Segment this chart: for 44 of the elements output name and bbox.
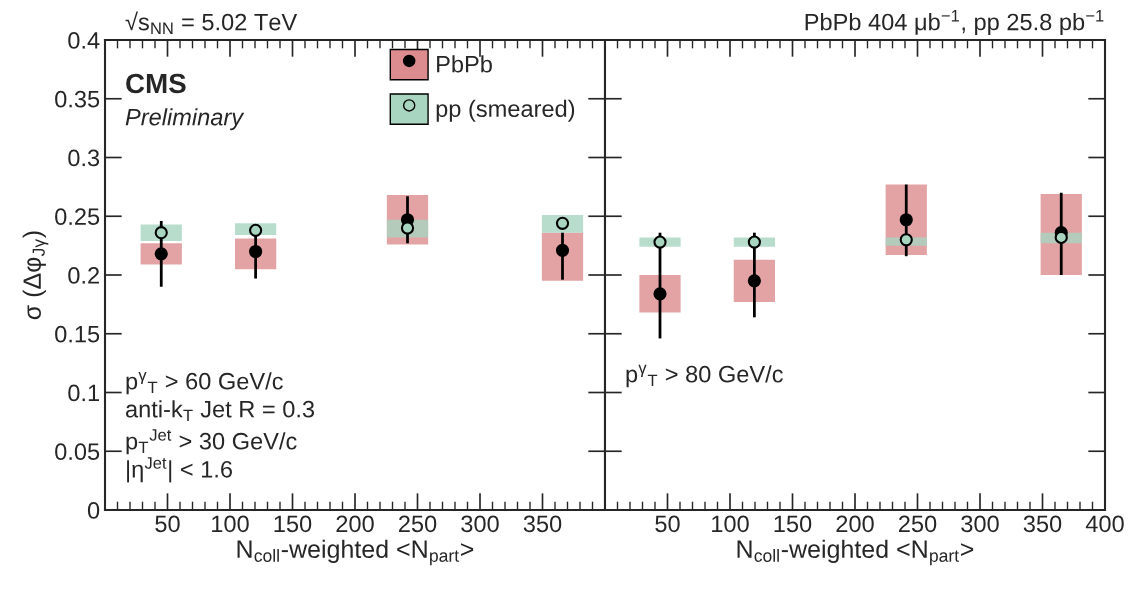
legend-label: pp (smeared) <box>436 99 575 122</box>
annotation: anti-k$_{T}$ Jet R = 0.3 <box>126 400 315 422</box>
x-tick-label: 250 <box>898 515 937 533</box>
y-tick-label: 0 <box>87 502 100 519</box>
x-tick-label: 100 <box>712 515 749 533</box>
annotation: |η$^{Jet}$| < 1.6 <box>127 457 232 483</box>
y-tick-label: 0.1 <box>68 384 99 402</box>
y-tick-label: 0.3 <box>68 149 100 167</box>
annotation: CMS <box>126 73 186 94</box>
x-tick-label: 150 <box>274 515 312 533</box>
annotation: p$^{γ}$$_{T}$ > 60 GeV/c <box>126 371 283 395</box>
legend-label: PbPb <box>437 55 492 73</box>
y-tick-label: 0.4 <box>68 32 100 49</box>
x-axis-title: N$_{coll}$-weighted <N$_{part}$> <box>237 539 474 566</box>
x-tick-label: 200 <box>836 515 874 533</box>
x-tick-label: 200 <box>336 515 374 533</box>
x-tick-label: 100 <box>212 515 249 533</box>
y-tick-label: 0.2 <box>68 267 99 284</box>
x-tick-label: 150 <box>774 515 812 533</box>
annotation: p$_{T}$$^{Jet}$ > 30 GeV/c <box>126 429 297 455</box>
y-tick-label: 0.35 <box>55 90 100 108</box>
y-tick-label: 0.25 <box>55 208 100 226</box>
x-tick-label: 50 <box>655 515 680 533</box>
y-tick-label: 0.15 <box>55 325 100 343</box>
x-axis-title: N$_{coll}$-weighted <N$_{part}$> <box>737 539 974 566</box>
x-tick-label: 300 <box>461 515 499 533</box>
x-tick-label: 250 <box>398 515 437 533</box>
bar <box>541 232 584 281</box>
annotation: p$^{γ}$$_{T}$ > 80 GeV/c <box>626 364 783 388</box>
annotation: Preliminary <box>125 108 245 131</box>
x-tick-label: 50 <box>155 515 180 533</box>
x-tick-label: 400 <box>1085 515 1124 533</box>
text: √s$_{NN}$ = 5.02 TeV <box>125 11 298 34</box>
x-tick-label: 300 <box>961 515 999 533</box>
y-axis-title: σ (Δφ$_{Jγ}$) <box>22 231 49 320</box>
point <box>899 233 913 247</box>
x-tick-label: 350 <box>1023 515 1062 533</box>
point <box>249 223 263 237</box>
point <box>899 213 913 227</box>
x-tick-label: 350 <box>523 515 562 533</box>
y-tick-label: 0.05 <box>55 443 100 461</box>
point <box>747 235 761 249</box>
text: PbPb 404 μb$^{−1}$, pp 25.8 pb$^{−1}$ <box>805 10 1104 36</box>
point <box>653 235 667 249</box>
